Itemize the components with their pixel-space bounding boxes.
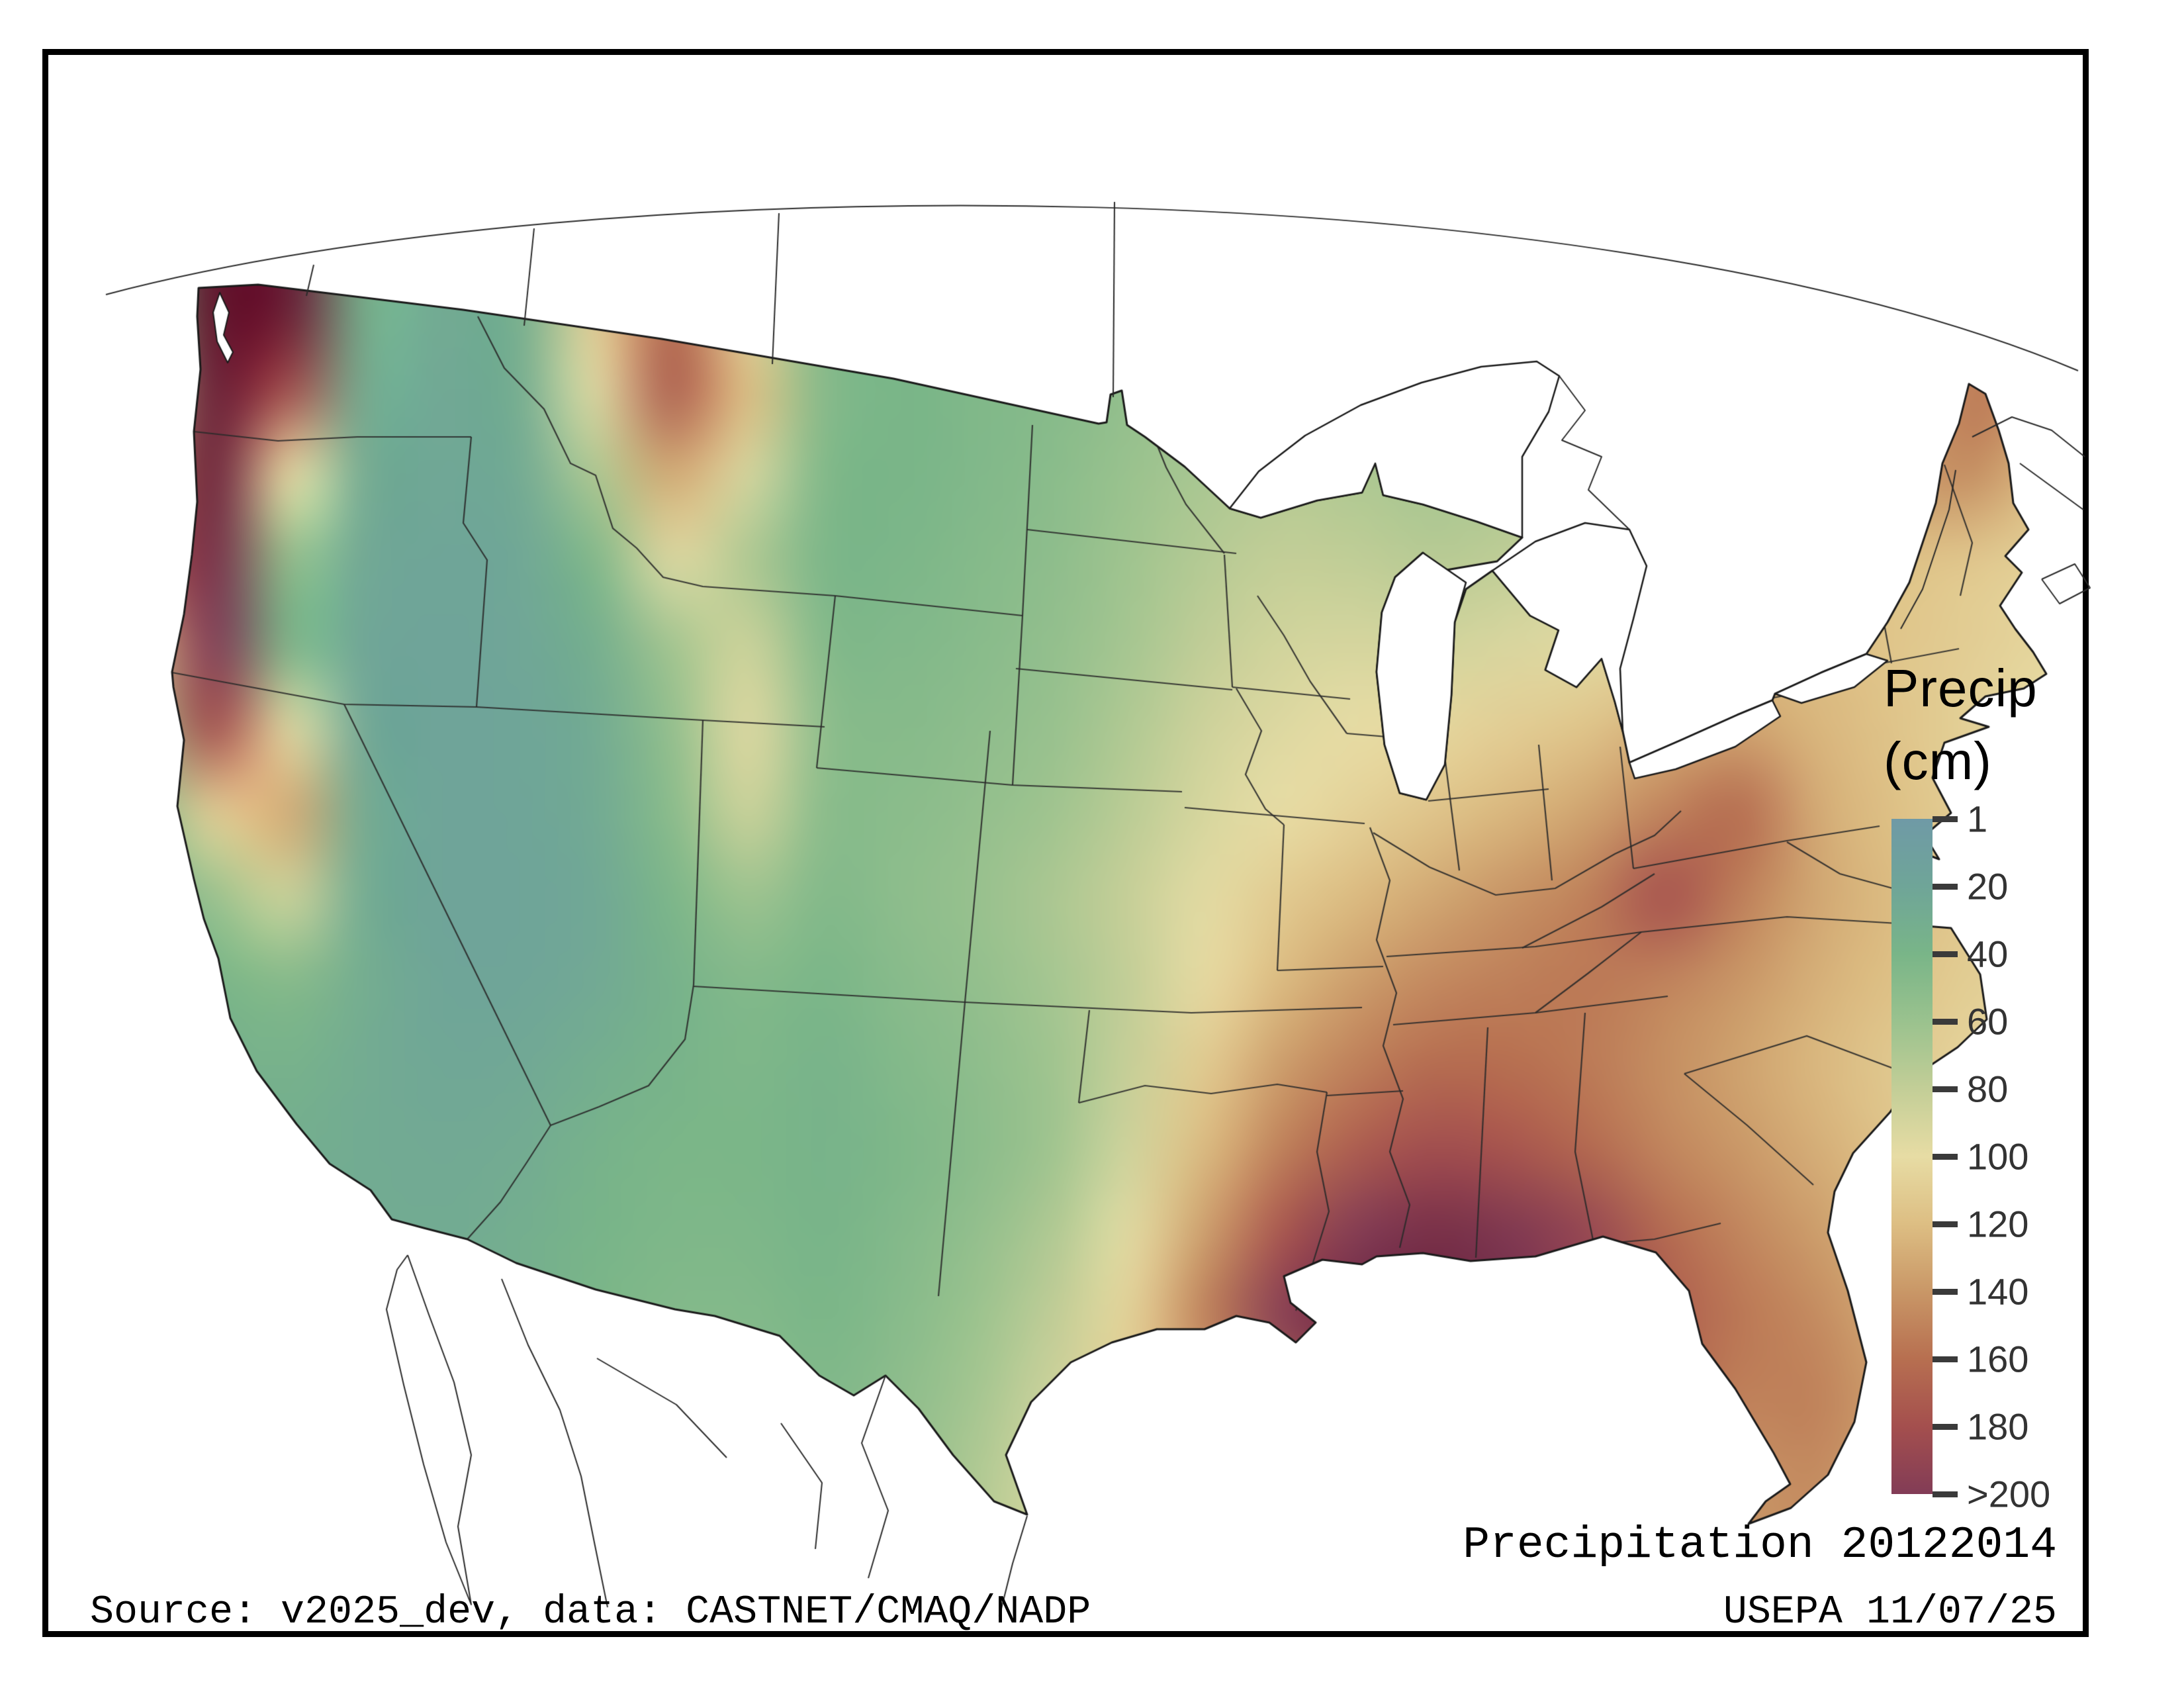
colorbar-tick-label: 140 bbox=[1967, 1270, 2029, 1313]
colorbar-tick-label: 160 bbox=[1967, 1338, 2029, 1380]
legend-title-line1: Precip bbox=[1884, 659, 2038, 718]
colorbar-tick-label: 60 bbox=[1967, 1000, 2009, 1043]
colorbar-tick-label: >200 bbox=[1967, 1473, 2051, 1515]
colorbar-tick-label: 120 bbox=[1967, 1203, 2029, 1245]
colorbar-legend: Precip (cm) 1 20 40 60 80 100 120 140 160 180 >200 bbox=[1884, 652, 2050, 1515]
colorbar-tick-label: 180 bbox=[1967, 1405, 2029, 1448]
colorbar-tick-mark bbox=[1933, 884, 1958, 890]
colorbar-tick-mark bbox=[1933, 1491, 1958, 1497]
colorbar-gradient bbox=[1891, 819, 1933, 1494]
colorbar-tick-mark bbox=[1933, 1154, 1958, 1160]
colorbar-tick-mark bbox=[1933, 1019, 1958, 1025]
colorbar-tick-mark bbox=[1933, 951, 1958, 957]
source-label: Source: v2025_dev, data: CASTNET/CMAQ/NA… bbox=[90, 1590, 1091, 1635]
colorbar-tick-label: 20 bbox=[1967, 865, 2009, 908]
colorbar-tick-mark bbox=[1933, 1086, 1958, 1092]
colorbar-tick-label: 80 bbox=[1967, 1068, 2009, 1110]
colorbar-tick-mark bbox=[1933, 1289, 1958, 1295]
map-title: Precipitation 20122014 bbox=[1463, 1520, 2057, 1571]
colorbar-tick-label: 100 bbox=[1967, 1135, 2029, 1178]
agency-date-label: USEPA 11/07/25 bbox=[1723, 1590, 2057, 1635]
colorbar-tick-label: 1 bbox=[1967, 798, 1988, 840]
legend-title: Precip (cm) bbox=[1884, 652, 2038, 798]
colorbar-tick-mark bbox=[1933, 1424, 1958, 1430]
colorbar-tick-mark bbox=[1933, 1356, 1958, 1362]
colorbar-tick-label: 40 bbox=[1967, 933, 2009, 975]
legend-title-line2: (cm) bbox=[1884, 731, 1992, 791]
colorbar-tick-mark bbox=[1933, 816, 1958, 822]
colorbar-tick-mark bbox=[1933, 1221, 1958, 1227]
